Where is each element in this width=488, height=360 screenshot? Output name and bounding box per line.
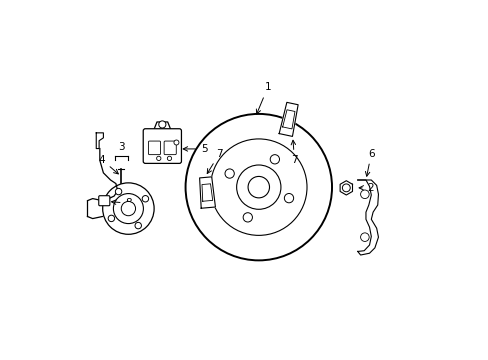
Circle shape — [270, 155, 279, 164]
FancyBboxPatch shape — [99, 196, 110, 206]
Circle shape — [174, 140, 179, 145]
Circle shape — [224, 169, 234, 178]
Circle shape — [342, 184, 349, 192]
Polygon shape — [279, 102, 298, 136]
Text: 1: 1 — [256, 82, 270, 114]
Polygon shape — [96, 133, 103, 149]
Circle shape — [115, 188, 122, 195]
Circle shape — [156, 156, 161, 161]
Polygon shape — [357, 180, 378, 255]
Circle shape — [243, 213, 252, 222]
FancyBboxPatch shape — [148, 141, 160, 155]
Polygon shape — [199, 177, 215, 208]
Circle shape — [113, 194, 143, 224]
Polygon shape — [340, 181, 352, 195]
Text: 4: 4 — [99, 155, 118, 174]
Circle shape — [360, 190, 368, 199]
Circle shape — [167, 156, 171, 161]
Text: 6: 6 — [365, 149, 374, 176]
Circle shape — [185, 114, 331, 260]
Circle shape — [247, 176, 269, 198]
Circle shape — [135, 222, 141, 229]
Text: 3: 3 — [118, 142, 124, 152]
Circle shape — [360, 233, 368, 242]
Text: 7: 7 — [290, 140, 297, 165]
Text: 7: 7 — [207, 149, 223, 174]
Circle shape — [108, 215, 114, 222]
Circle shape — [142, 195, 148, 202]
Circle shape — [159, 121, 165, 128]
Text: 2: 2 — [358, 183, 374, 193]
Polygon shape — [282, 110, 294, 129]
Text: 8: 8 — [111, 198, 132, 208]
FancyBboxPatch shape — [143, 129, 181, 163]
Circle shape — [284, 193, 293, 203]
Circle shape — [121, 202, 135, 216]
FancyBboxPatch shape — [164, 141, 176, 155]
Circle shape — [102, 183, 154, 234]
Polygon shape — [202, 184, 212, 201]
Circle shape — [236, 165, 281, 209]
Text: 5: 5 — [183, 144, 207, 154]
